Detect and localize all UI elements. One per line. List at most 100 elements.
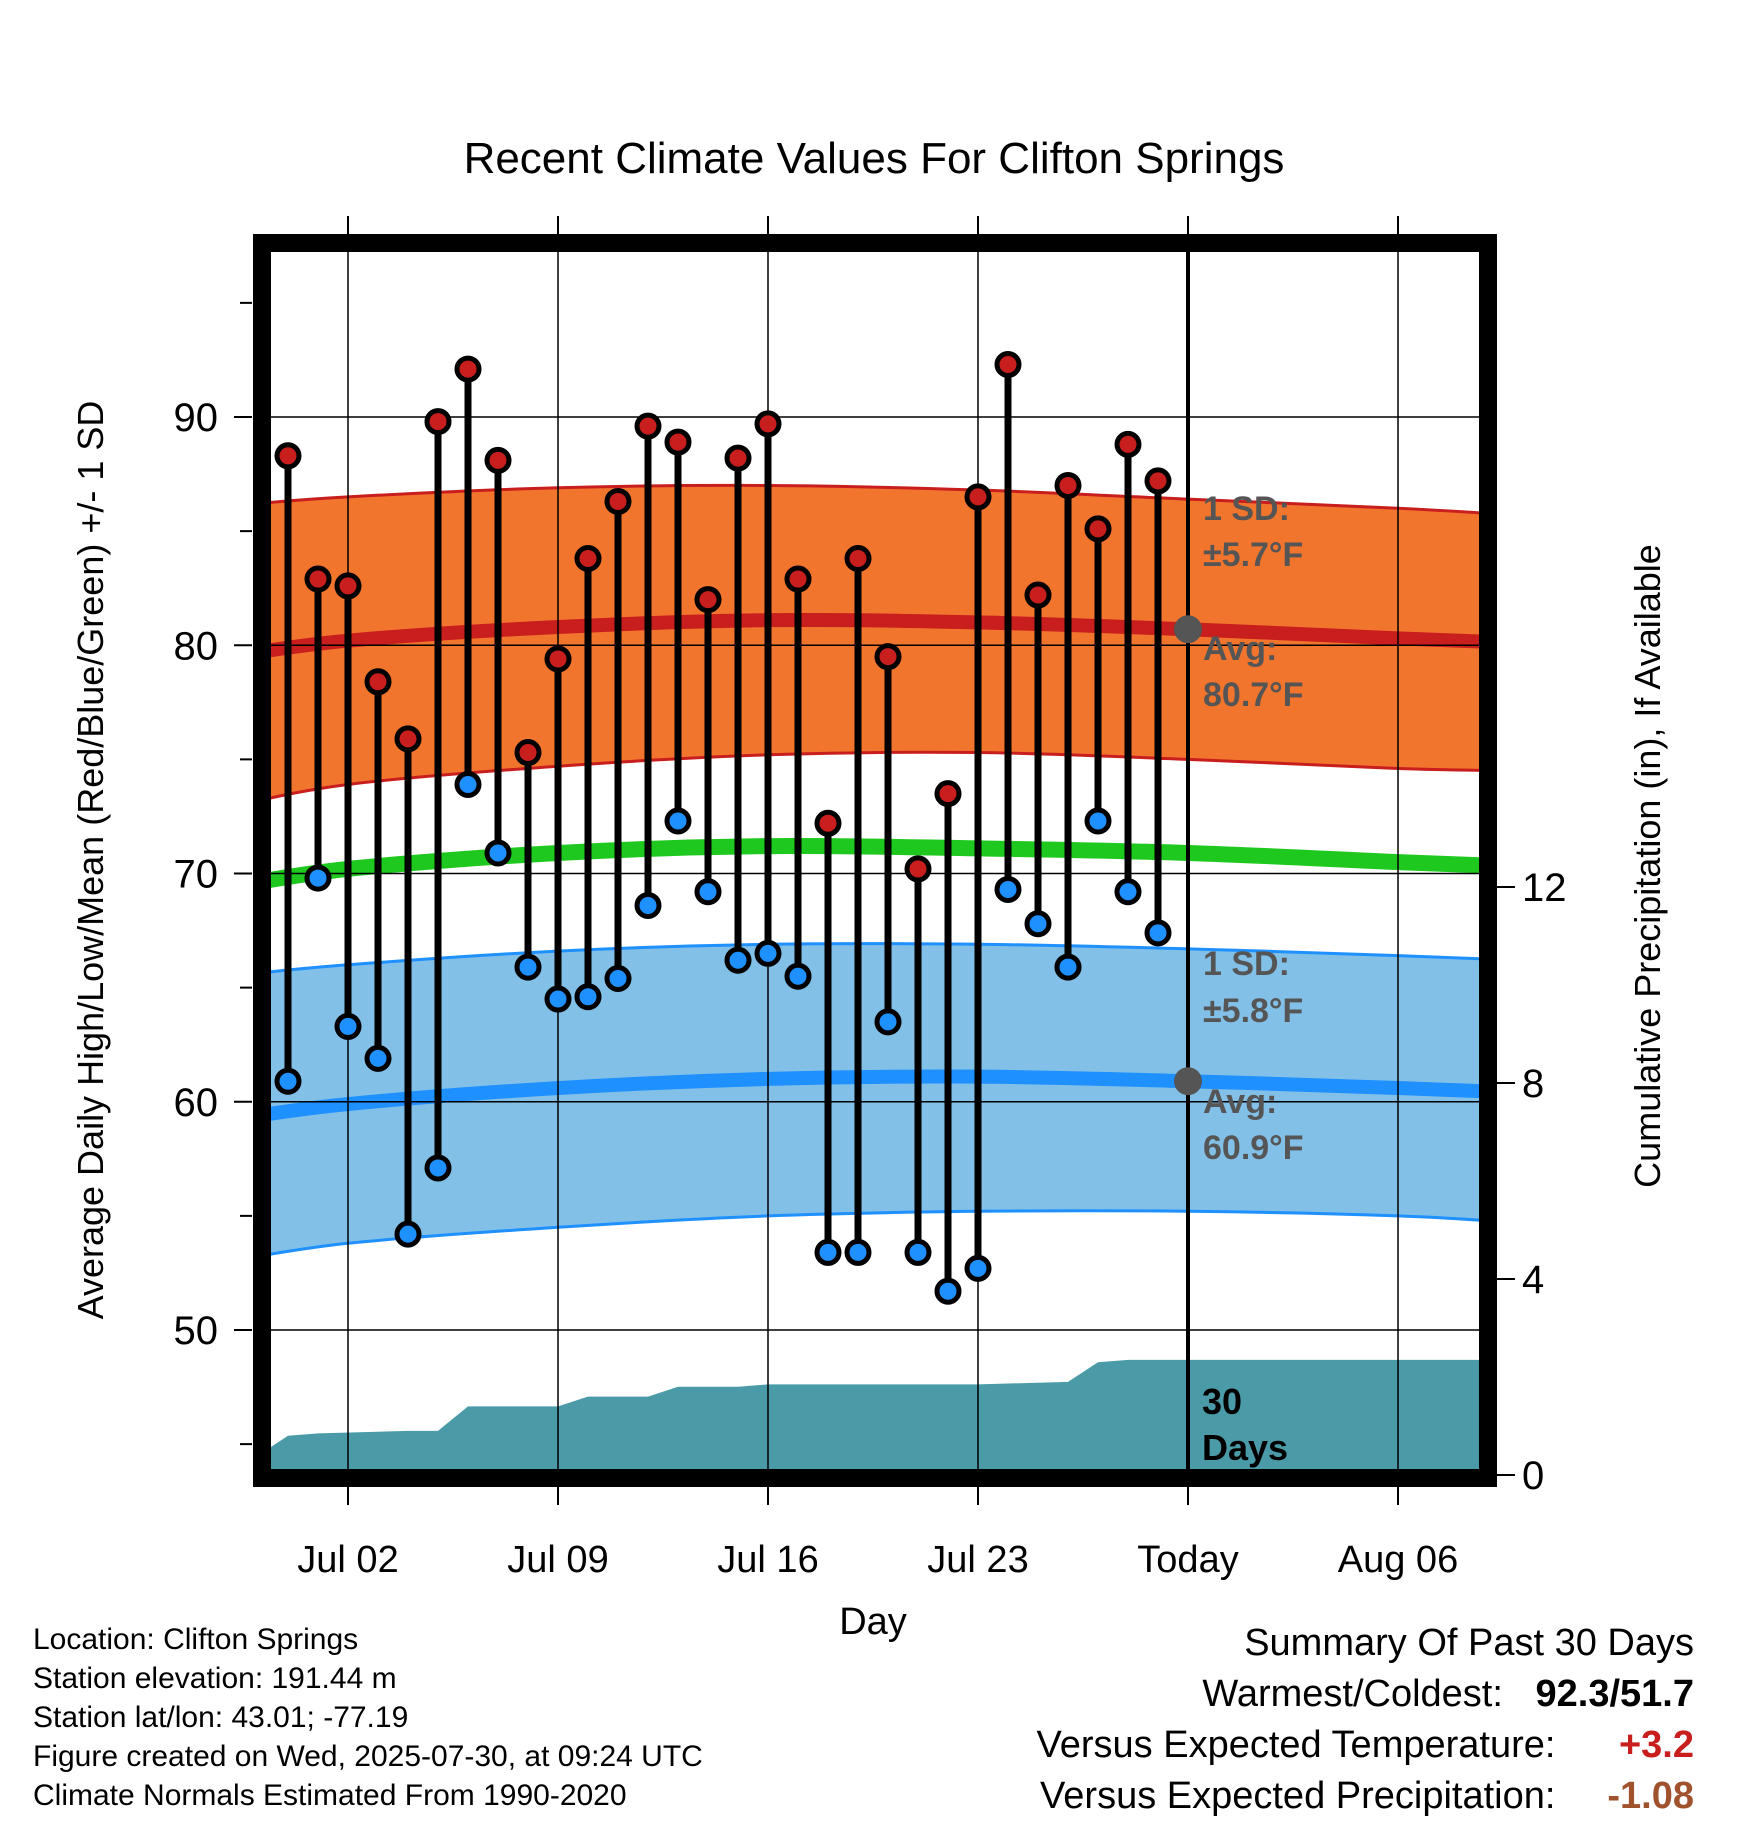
x-tick-label: Jul 09	[507, 1539, 608, 1581]
station-elevation: Station elevation: 191.44 m	[33, 1662, 397, 1695]
daily-high-point	[844, 545, 872, 573]
daily-high-point	[274, 442, 302, 470]
daily-low-point	[424, 1154, 452, 1182]
daily-low-point	[904, 1238, 932, 1266]
warm-cold-value: 92.3/51.7	[1535, 1673, 1695, 1715]
summary-panel: Summary Of Past 30 Days Warmest/Coldest:…	[1037, 1618, 1694, 1822]
daily-low-point	[544, 985, 572, 1013]
daily-high-point	[934, 780, 962, 808]
y-tick-label: 60	[174, 1081, 219, 1125]
figure-created: Figure created on Wed, 2025-07-30, at 09…	[33, 1740, 703, 1773]
daily-high-point	[754, 410, 782, 438]
daily-low-point	[334, 1012, 362, 1040]
temp-vs-expected-value: +3.2	[1618, 1724, 1694, 1766]
today-avg-high-marker	[1174, 615, 1202, 644]
daily-low-point	[1084, 807, 1112, 835]
today-days-label-line2: Days	[1202, 1427, 1288, 1468]
daily-high-point	[1024, 581, 1052, 609]
daily-high-point	[694, 586, 722, 614]
daily-high-point	[514, 739, 542, 767]
low-avg-annotation-value: 60.9°F	[1203, 1129, 1304, 1167]
daily-high-point	[544, 645, 572, 673]
precip-area	[270, 1359, 1480, 1470]
daily-low-point	[724, 946, 752, 974]
station-location: Location: Clifton Springs	[33, 1623, 359, 1656]
daily-high-point	[784, 565, 812, 593]
y-tick-label: 90	[174, 396, 219, 440]
daily-high-point	[334, 572, 362, 600]
station-info: Location: Clifton Springs Station elevat…	[33, 1620, 703, 1815]
y-tick-label: 50	[174, 1309, 219, 1353]
summary-title: Summary Of Past 30 Days	[1244, 1622, 1694, 1664]
avg-low-line	[270, 1069, 1480, 1121]
high-avg-annotation-label: Avg:	[1203, 630, 1277, 668]
summary-precip: Versus Expected Precipitation: -1.08	[1037, 1771, 1694, 1822]
daily-low-point	[304, 864, 332, 892]
summary-warm-cold: Warmest/Coldest: 92.3/51.7	[1037, 1669, 1694, 1720]
daily-low-point	[574, 983, 602, 1011]
daily-high-point	[724, 444, 752, 472]
temp-vs-expected-label: Versus Expected Temperature:	[1036, 1724, 1556, 1766]
daily-low-point	[994, 875, 1022, 903]
y2-tick-label: 12	[1522, 866, 1567, 910]
plot-frame	[253, 234, 1497, 1487]
low-sd-lower-line	[270, 1209, 1480, 1256]
x-tick-label: Today	[1137, 1539, 1238, 1581]
avg-mean-line	[270, 837, 1480, 889]
daily-low-point	[694, 878, 722, 906]
summary-temp: Versus Expected Temperature: +3.2	[1037, 1720, 1694, 1771]
daily-low-point	[484, 839, 512, 867]
daily-low-point	[874, 1008, 902, 1036]
daily-high-point	[1084, 515, 1112, 543]
chart-title: Recent Climate Values For Clifton Spring…	[464, 134, 1285, 183]
normals-period: Climate Normals Estimated From 1990-2020	[33, 1779, 627, 1812]
high-sd-annotation-value: ±5.7°F	[1203, 536, 1303, 574]
daily-high-point	[304, 565, 332, 593]
daily-high-point	[964, 483, 992, 511]
station-latlon: Station lat/lon: 43.01; -77.19	[33, 1701, 409, 1734]
y2-tick-label: 8	[1522, 1062, 1544, 1106]
daily-high-point	[604, 487, 632, 515]
high-avg-annotation-value: 80.7°F	[1203, 676, 1304, 714]
high-sd-upper-line	[270, 483, 1480, 515]
daily-low-point	[964, 1254, 992, 1282]
plot-inner	[270, 250, 1480, 1470]
high-sd-band	[270, 485, 1480, 799]
low-sd-annotation-value: ±5.8°F	[1203, 992, 1303, 1030]
daily-low-point	[514, 953, 542, 981]
daily-low-point	[844, 1238, 872, 1266]
daily-low-point	[394, 1220, 422, 1248]
daily-low-point	[664, 807, 692, 835]
daily-low-point	[754, 939, 782, 967]
daily-high-point	[484, 446, 512, 474]
daily-high-point	[904, 855, 932, 883]
warm-cold-label: Warmest/Coldest:	[1202, 1673, 1503, 1715]
daily-high-point	[394, 725, 422, 753]
low-sd-band	[270, 943, 1480, 1255]
x-tick-label: Jul 02	[297, 1539, 398, 1581]
today-avg-low-marker	[1174, 1067, 1202, 1096]
avg-high-line	[270, 612, 1480, 658]
plot-area: 1 SD: ±5.7°F Avg: 80.7°F 1 SD: ±5.8°F Avg: 60.9…	[174, 216, 1567, 1581]
daily-low-point	[784, 962, 812, 990]
coldest-value: 51.7	[1620, 1673, 1694, 1715]
daily-low-point	[604, 964, 632, 992]
daily-low-point	[814, 1238, 842, 1266]
daily-high-point	[1144, 467, 1172, 495]
low-avg-annotation-label: Avg:	[1203, 1083, 1277, 1121]
y2-tick-label: 4	[1522, 1258, 1544, 1302]
daily-high-point	[814, 809, 842, 837]
warmest-value: 92.3	[1535, 1673, 1610, 1715]
y2-tick-label: 0	[1522, 1454, 1544, 1498]
high-sd-lower-line	[270, 750, 1480, 800]
daily-low-point	[634, 891, 662, 919]
precip-vs-expected-label: Versus Expected Precipitation:	[1040, 1775, 1556, 1817]
daily-high-point	[874, 643, 902, 671]
daily-low-point	[454, 770, 482, 798]
daily-high-point	[664, 428, 692, 456]
low-sd-annotation-label: 1 SD:	[1203, 945, 1290, 983]
daily-low-point	[1144, 919, 1172, 947]
daily-low-point	[1114, 878, 1142, 906]
today-days-label-line1: 30	[1202, 1381, 1242, 1422]
